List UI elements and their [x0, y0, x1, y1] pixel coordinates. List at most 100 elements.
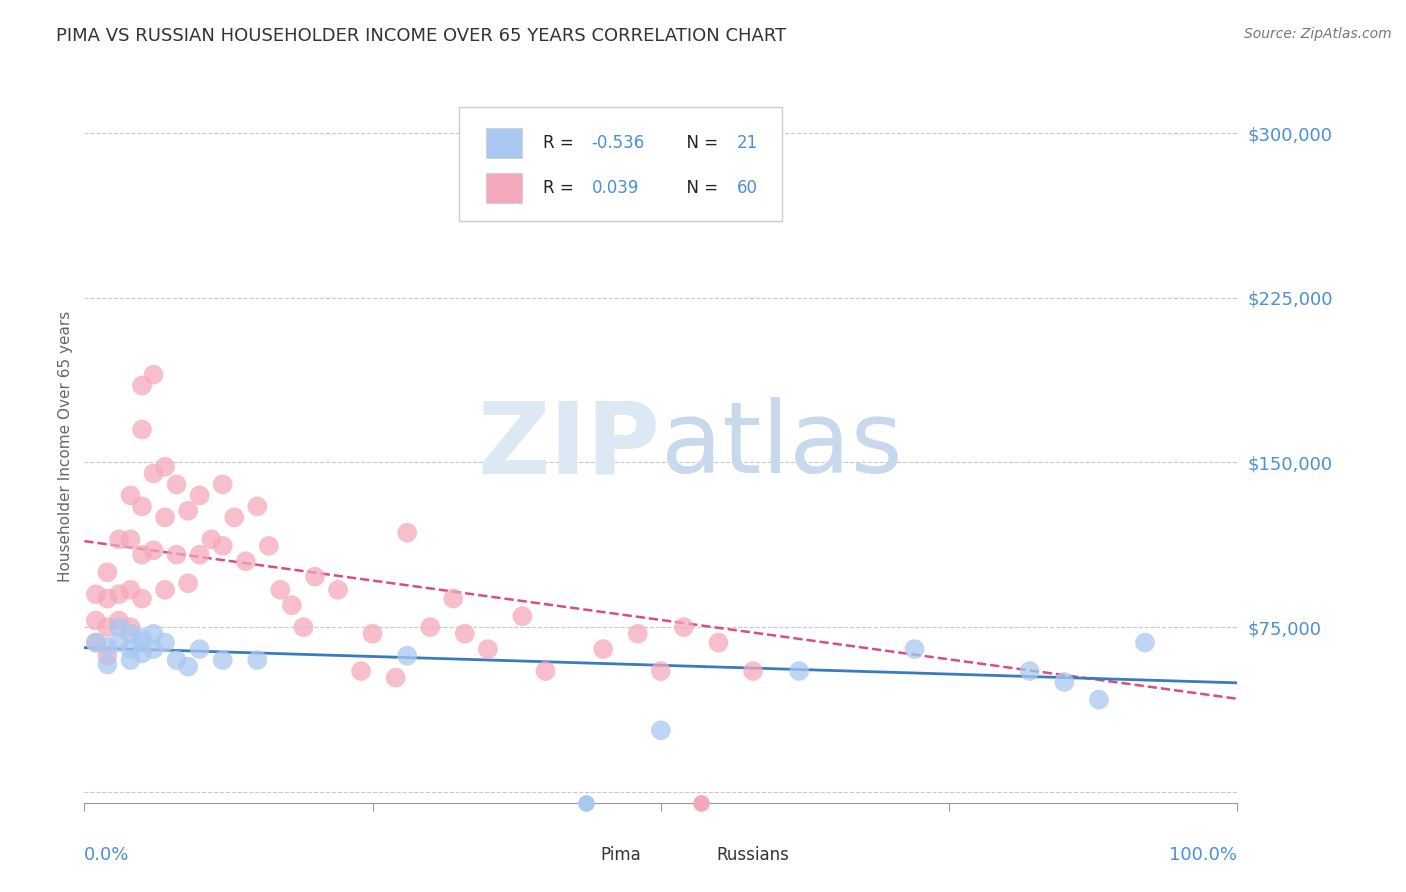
Point [166, 548, 188, 562]
Point [1133, 635, 1156, 649]
Point [153, 635, 176, 649]
Text: Source: ZipAtlas.com: Source: ZipAtlas.com [1244, 27, 1392, 41]
Point [177, 659, 200, 673]
Point [787, 664, 810, 678]
Text: atlas: atlas [661, 398, 903, 494]
Point [177, 504, 200, 518]
Point [131, 631, 153, 645]
Point [108, 620, 131, 634]
Point [131, 500, 153, 514]
Point [84, 587, 107, 601]
Text: N =: N = [676, 134, 723, 152]
Point [200, 533, 222, 547]
Point [188, 488, 211, 502]
Point [108, 587, 131, 601]
Point [120, 620, 142, 634]
Point [627, 626, 650, 640]
Point [707, 635, 730, 649]
Text: N =: N = [676, 178, 723, 196]
Point [350, 664, 373, 678]
Point [120, 653, 142, 667]
Point [120, 626, 142, 640]
Point [96, 620, 118, 634]
Point [1053, 675, 1076, 690]
Point [650, 664, 672, 678]
Point [142, 543, 165, 558]
Point [131, 548, 153, 562]
Point [454, 626, 477, 640]
Point [575, 785, 598, 799]
FancyBboxPatch shape [460, 107, 782, 221]
Point [153, 510, 176, 524]
Point [131, 647, 153, 661]
Point [650, 723, 672, 738]
Point [84, 635, 107, 649]
Point [120, 533, 142, 547]
Point [1018, 664, 1040, 678]
Text: Russians: Russians [716, 846, 789, 863]
Point [84, 614, 107, 628]
Point [281, 598, 304, 612]
Point [1088, 692, 1111, 706]
Point [441, 591, 464, 606]
Point [96, 657, 118, 672]
Point [592, 642, 614, 657]
Point [211, 653, 233, 667]
Point [120, 642, 142, 657]
Text: R =: R = [543, 178, 579, 196]
Point [153, 459, 176, 474]
Point [211, 539, 233, 553]
Point [96, 648, 118, 663]
Point [166, 653, 188, 667]
Point [120, 582, 142, 597]
Point [131, 635, 153, 649]
Text: ZIP: ZIP [478, 398, 661, 494]
Point [188, 548, 211, 562]
Text: 0.039: 0.039 [592, 178, 638, 196]
Point [690, 785, 713, 799]
Point [131, 591, 153, 606]
Point [96, 640, 118, 654]
Point [211, 477, 233, 491]
Point [177, 576, 200, 591]
Point [96, 591, 118, 606]
Point [742, 664, 765, 678]
Point [396, 648, 419, 663]
Point [235, 554, 257, 568]
Point [166, 477, 188, 491]
Point [903, 642, 925, 657]
Point [534, 664, 557, 678]
Point [257, 539, 280, 553]
Text: 60: 60 [737, 178, 758, 196]
Point [512, 609, 534, 624]
FancyBboxPatch shape [485, 173, 523, 202]
Point [108, 614, 131, 628]
Point [326, 582, 349, 597]
Point [269, 582, 291, 597]
Point [131, 423, 153, 437]
Point [142, 368, 165, 382]
FancyBboxPatch shape [485, 128, 523, 158]
Point [557, 202, 579, 217]
Point [142, 626, 165, 640]
Point [672, 620, 695, 634]
Point [131, 378, 153, 392]
Text: 100.0%: 100.0% [1170, 846, 1237, 863]
Point [361, 626, 384, 640]
Point [419, 620, 441, 634]
Text: -0.536: -0.536 [592, 134, 645, 152]
Point [224, 510, 246, 524]
Point [477, 642, 499, 657]
Point [246, 653, 269, 667]
Point [142, 467, 165, 481]
Text: R =: R = [543, 134, 579, 152]
Point [84, 635, 107, 649]
Point [246, 500, 269, 514]
Point [120, 488, 142, 502]
Point [188, 642, 211, 657]
Y-axis label: Householder Income Over 65 years: Householder Income Over 65 years [58, 310, 73, 582]
Text: Pima: Pima [600, 846, 641, 863]
Point [304, 569, 326, 583]
Point [153, 582, 176, 597]
Point [96, 566, 118, 580]
